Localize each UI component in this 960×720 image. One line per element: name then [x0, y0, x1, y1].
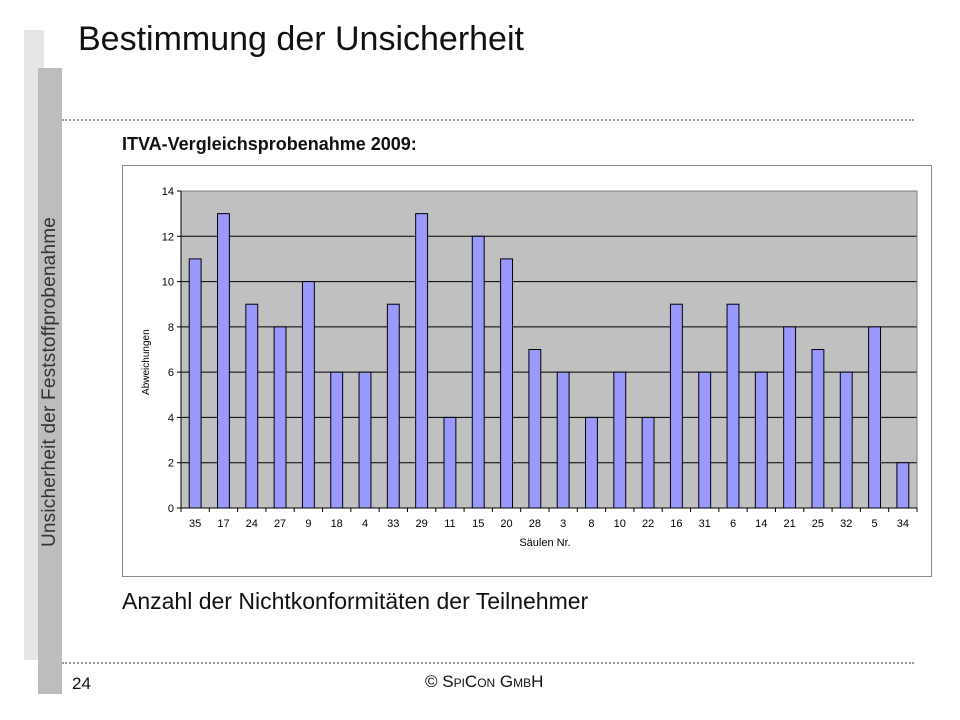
x-tick-label: 8 [588, 518, 594, 530]
x-tick-label: 35 [189, 518, 201, 530]
slide-title: Bestimmung der Unsicherheit [78, 20, 524, 58]
x-tick-label: 16 [670, 518, 682, 530]
x-tick-label: 22 [642, 518, 654, 530]
y-tick-label: 0 [168, 503, 174, 515]
bar [301, 281, 315, 509]
bar [443, 416, 457, 509]
plot-area [181, 191, 917, 508]
x-tick-label: 6 [730, 518, 736, 530]
bar [868, 326, 881, 509]
x-tick-label: 15 [472, 518, 484, 530]
y-tick-label: 2 [168, 458, 174, 470]
y-tick-label: 8 [168, 322, 174, 334]
x-tick-label: 5 [871, 518, 877, 530]
x-tick-label: 24 [246, 518, 258, 530]
side-bar-dark [38, 68, 62, 694]
bottom-divider [62, 662, 914, 664]
bar [698, 371, 712, 509]
bar [811, 349, 825, 509]
x-tick-label: 33 [387, 518, 399, 530]
bar [585, 416, 598, 509]
top-divider [62, 119, 914, 121]
copyright: © SpiCon GmbH [425, 672, 544, 691]
y-axis-label: Abweichungen [141, 329, 152, 395]
bar [273, 326, 287, 509]
x-tick-label: 25 [812, 518, 824, 530]
x-tick-label: 4 [362, 518, 368, 530]
x-tick-label: 32 [840, 518, 852, 530]
chart-caption: Anzahl der Nichtkonformitäten der Teilne… [122, 588, 589, 614]
bar [358, 371, 372, 509]
y-tick-label: 14 [162, 186, 174, 198]
bar [669, 303, 683, 509]
bar [839, 371, 853, 509]
x-tick-label: 20 [500, 518, 512, 530]
bar [500, 258, 513, 509]
bar [528, 349, 542, 509]
bar [641, 416, 655, 509]
x-axis-label: Säulen Nr. [519, 537, 570, 549]
bar [471, 235, 485, 509]
y-tick-label: 12 [162, 231, 174, 243]
bar [330, 371, 344, 509]
x-tick-label: 27 [274, 518, 286, 530]
bar [188, 258, 202, 509]
side-title: Unsicherheit der Feststoffprobenahme [39, 216, 60, 548]
x-tick-label: 31 [699, 518, 711, 530]
bar [556, 371, 570, 509]
bar [386, 303, 400, 509]
bar [245, 303, 259, 509]
chart-heading: ITVA-Vergleichsprobenahme 2009: [122, 134, 417, 154]
bar [217, 213, 230, 509]
x-tick-label: 11 [444, 518, 455, 530]
bar [783, 326, 797, 509]
bar [896, 462, 910, 509]
y-tick-label: 10 [162, 277, 174, 289]
x-tick-label: 34 [897, 518, 909, 530]
bar [415, 213, 429, 509]
y-tick-label: 6 [168, 367, 174, 379]
x-tick-label: 3 [560, 518, 566, 530]
x-tick-label: 21 [783, 518, 795, 530]
x-tick-label: 10 [614, 518, 626, 530]
page-number: 24 [72, 674, 91, 693]
x-tick-label: 28 [529, 518, 541, 530]
y-tick-label: 4 [168, 412, 174, 424]
x-tick-label: 9 [305, 518, 311, 530]
chart-frame: 0 2 4 6 8 10 12 14 35 17 24 27 9 18 4 33 29 11 15 20 28 3 8 10 2… [122, 165, 932, 577]
bar [726, 303, 740, 509]
bar [754, 371, 768, 509]
x-tick-label: 18 [331, 518, 343, 530]
x-tick-label: 14 [755, 518, 767, 530]
x-tick-label: 29 [415, 518, 427, 530]
bar [613, 371, 627, 509]
x-tick-label: 17 [217, 518, 229, 530]
